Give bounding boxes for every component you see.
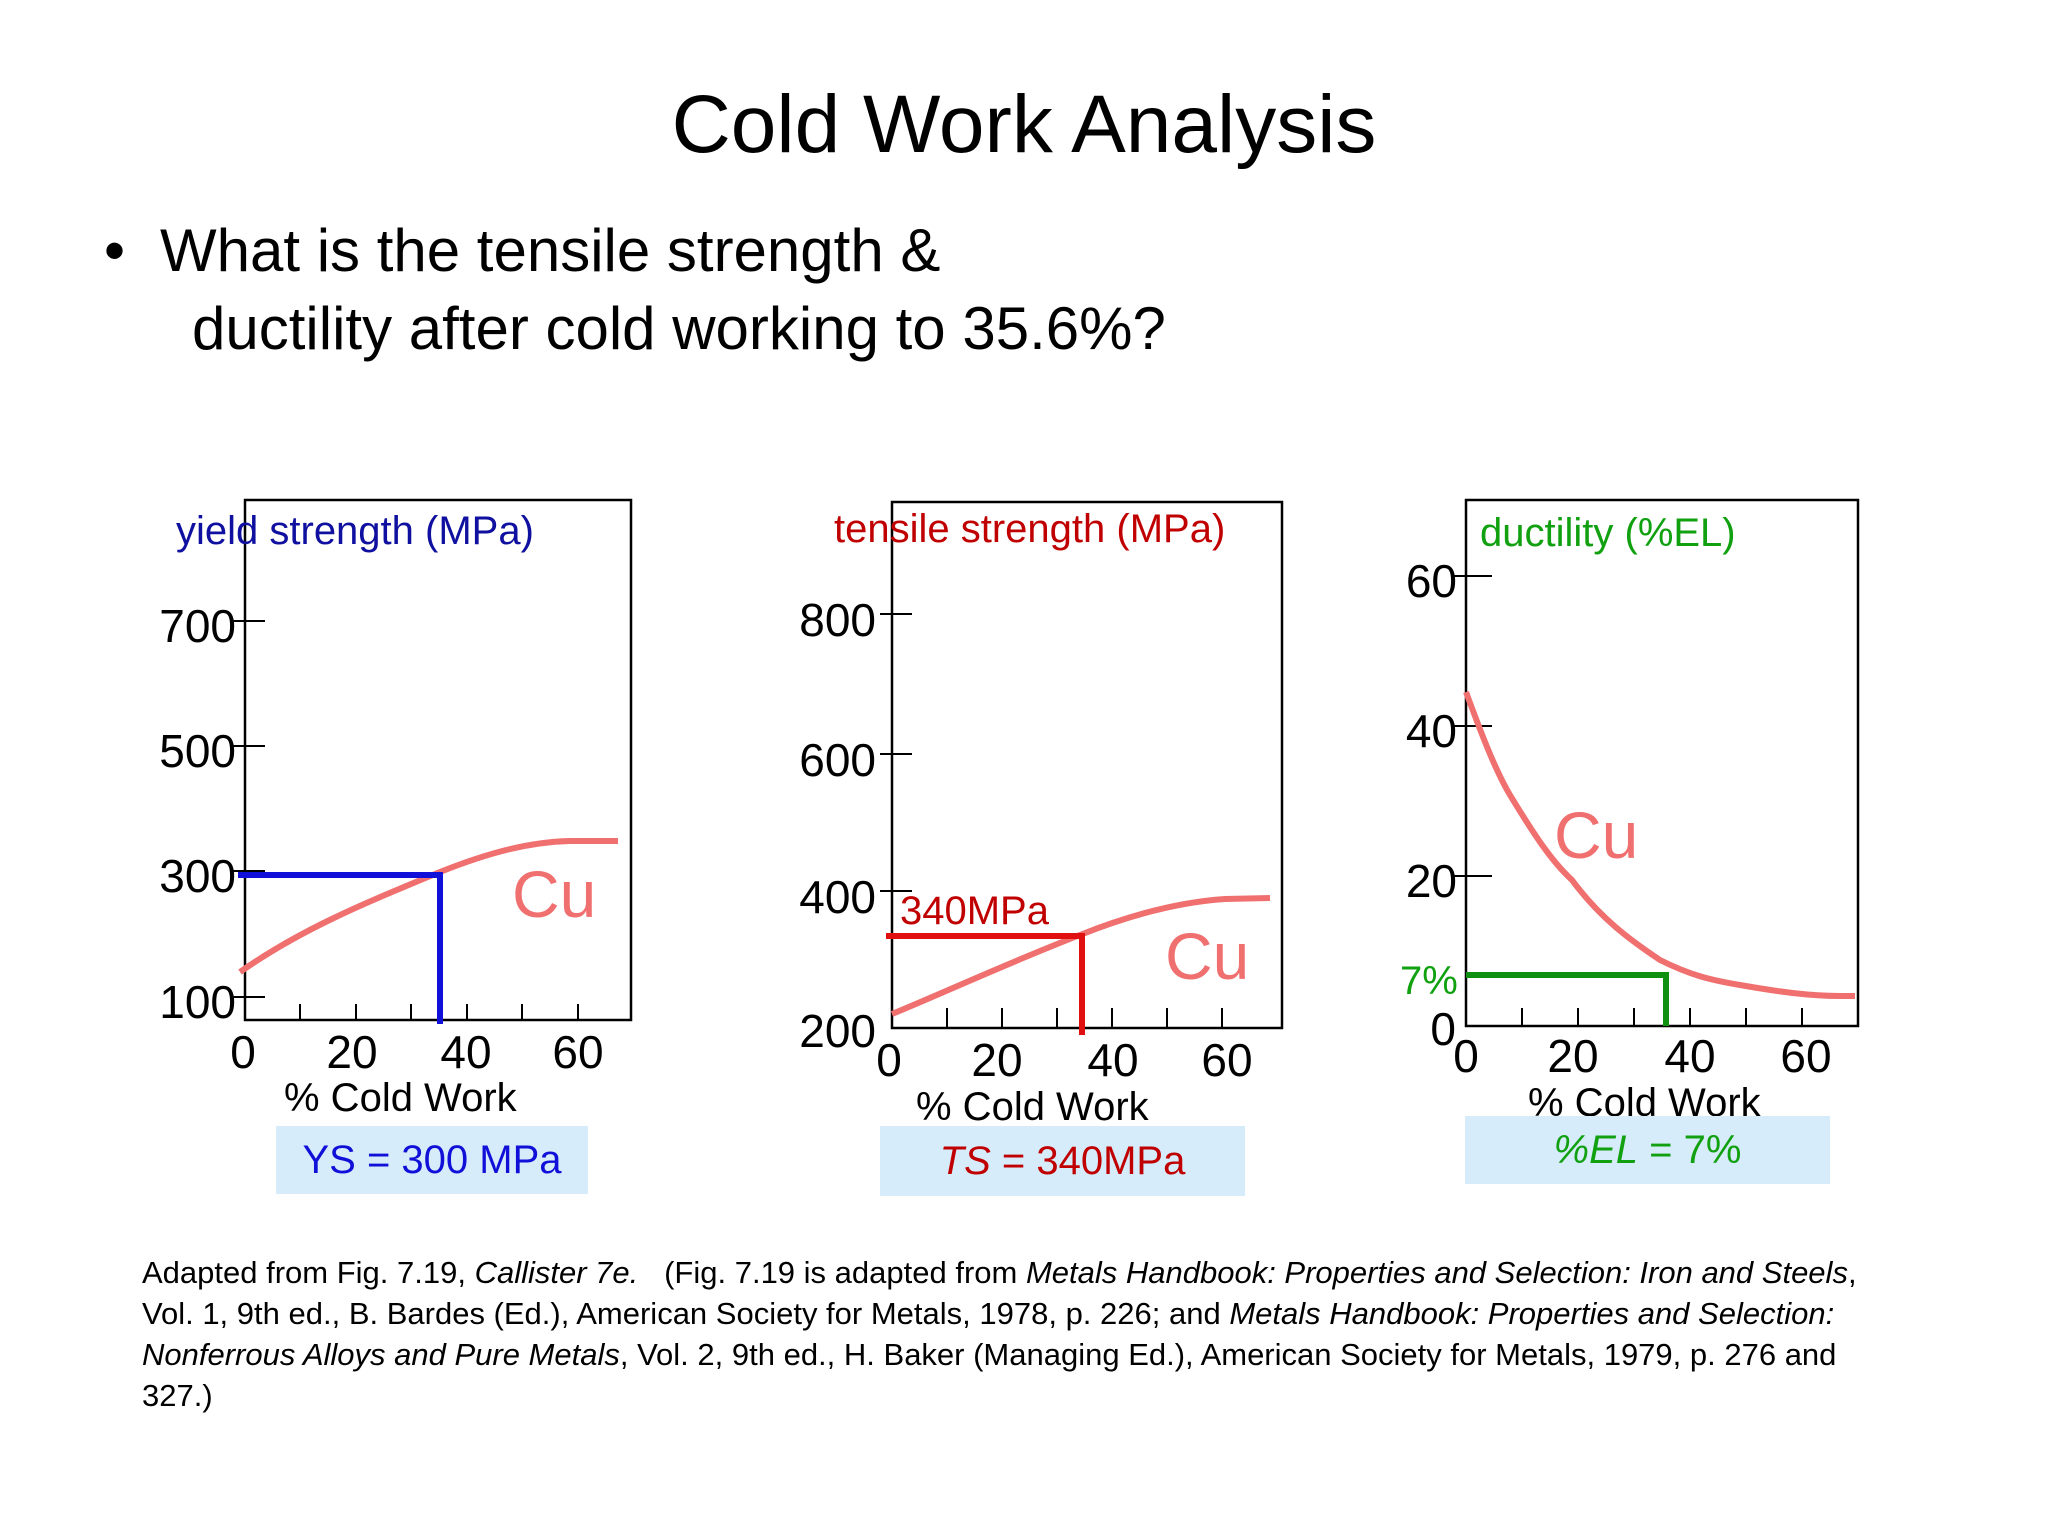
ys-annotation-line — [238, 872, 443, 1024]
el-result-box: %EL = 7% — [1465, 1116, 1830, 1184]
el-result-value: = 7% — [1638, 1127, 1742, 1172]
ts-chart-title: tensile strength (MPa) — [834, 507, 1225, 551]
el-curve-label: Cu — [1554, 798, 1638, 872]
ductility-chart: ductility (%EL) 60 40 20 0 0 20 40 60 % … — [1400, 498, 1860, 1125]
ts-annotation-label: 340MPa — [900, 889, 1050, 933]
ts-y-tick-label: 400 — [799, 871, 876, 923]
ts-curve-label: Cu — [1165, 919, 1249, 993]
el-y-tick-label: 40 — [1406, 705, 1457, 757]
ys-y-tick-label: 700 — [159, 600, 236, 652]
bullet-dot: • — [104, 217, 126, 284]
ts-y-tick-label: 200 — [799, 1005, 876, 1057]
citation-part: Adapted from Fig. 7.19, — [142, 1255, 475, 1290]
ys-x-tick-label: 20 — [326, 1026, 377, 1078]
ys-x-axis-label: % Cold Work — [284, 1076, 518, 1120]
el-curve — [1463, 690, 1855, 999]
el-chart-title: ductility (%EL) — [1480, 511, 1736, 555]
ys-x-tick-label: 40 — [440, 1026, 491, 1078]
el-y-tick-label: 0 — [1430, 1003, 1456, 1055]
ts-x-tick-label: 40 — [1087, 1034, 1138, 1086]
citation-part: Metals Handbook: Properties and Selectio… — [142, 1296, 1835, 1372]
ts-result-text: TS = 340MPa — [940, 1139, 1186, 1184]
ts-x-tick-label: 60 — [1201, 1034, 1252, 1086]
tensile-strength-chart: tensile strength (MPa) 800 600 400 200 0… — [799, 500, 1284, 1129]
citation-part: (Fig. 7.19 is adapted from — [638, 1255, 1026, 1290]
el-y-ticks: 60 40 20 0 — [1406, 555, 1492, 1055]
el-x-tick-label: 60 — [1780, 1030, 1831, 1082]
question-line-2: ductility after cold working to 35.6%? — [192, 295, 1166, 362]
ts-y-ticks: 800 600 400 200 — [799, 594, 912, 1057]
ys-x-tick-label: 60 — [552, 1026, 603, 1078]
yield-strength-chart: yield strength (MPa) 700 500 300 100 0 2… — [159, 498, 633, 1120]
el-x-ticks: 0 20 40 60 — [1453, 1008, 1832, 1082]
el-plot-frame — [1464, 498, 1860, 1028]
ys-result-box: YS = 300 MPa — [276, 1126, 588, 1194]
citation-part: Metals Handbook: Properties and Selectio… — [1025, 1255, 1848, 1290]
ys-y-tick-label: 300 — [159, 850, 236, 902]
el-annotation-line — [1466, 972, 1669, 1026]
ys-result-text: YS = 300 MPa — [302, 1137, 562, 1182]
ts-x-ticks: 0 20 40 60 — [876, 1008, 1253, 1086]
ys-y-ticks: 700 500 300 100 — [159, 600, 265, 1028]
ts-x-tick-label: 0 — [876, 1034, 902, 1086]
citation-part: Callister 7e. — [474, 1255, 639, 1290]
ts-x-axis-label: % Cold Work — [916, 1085, 1150, 1129]
ts-result-value: = 340MPa — [990, 1138, 1186, 1183]
ts-annotation-line — [886, 933, 1085, 1035]
ys-x-ticks: 0 20 40 60 — [230, 1004, 604, 1078]
el-x-tick-label: 40 — [1664, 1030, 1715, 1082]
el-x-tick-label: 20 — [1547, 1030, 1598, 1082]
citation-part: , Vol. 2, 9th ed., H. Baker (Managing Ed… — [142, 1337, 1837, 1413]
ts-result-symbol: TS — [939, 1138, 991, 1183]
el-y-tick-label: 20 — [1406, 855, 1457, 907]
el-y-tick-label: 60 — [1406, 555, 1457, 607]
ts-x-tick-label: 20 — [971, 1034, 1022, 1086]
ts-y-tick-label: 800 — [799, 594, 876, 646]
question-line-1: What is the tensile strength & — [160, 217, 941, 284]
ts-result-box: TS = 340MPa — [880, 1126, 1245, 1196]
ys-curve-label: Cu — [512, 857, 596, 931]
el-x-tick-label: 0 — [1453, 1030, 1479, 1082]
el-result-text: %EL = 7% — [1554, 1128, 1742, 1173]
ys-chart-title: yield strength (MPa) — [176, 509, 534, 553]
ys-y-tick-label: 100 — [159, 976, 236, 1028]
el-annotation-label: 7% — [1400, 959, 1458, 1003]
ts-plot-frame — [890, 500, 1284, 1030]
slide-title: Cold Work Analysis — [671, 79, 1377, 170]
ts-y-tick-label: 600 — [799, 734, 876, 786]
el-result-symbol: %EL — [1553, 1127, 1639, 1172]
figure-citation: Adapted from Fig. 7.19, Callister 7e. (F… — [142, 1252, 1902, 1416]
citation-part: , Vol. 1, 9th ed., B. Bardes (Ed.), Amer… — [142, 1255, 1857, 1331]
ys-x-tick-label: 0 — [230, 1026, 256, 1078]
ys-y-tick-label: 500 — [159, 725, 236, 777]
